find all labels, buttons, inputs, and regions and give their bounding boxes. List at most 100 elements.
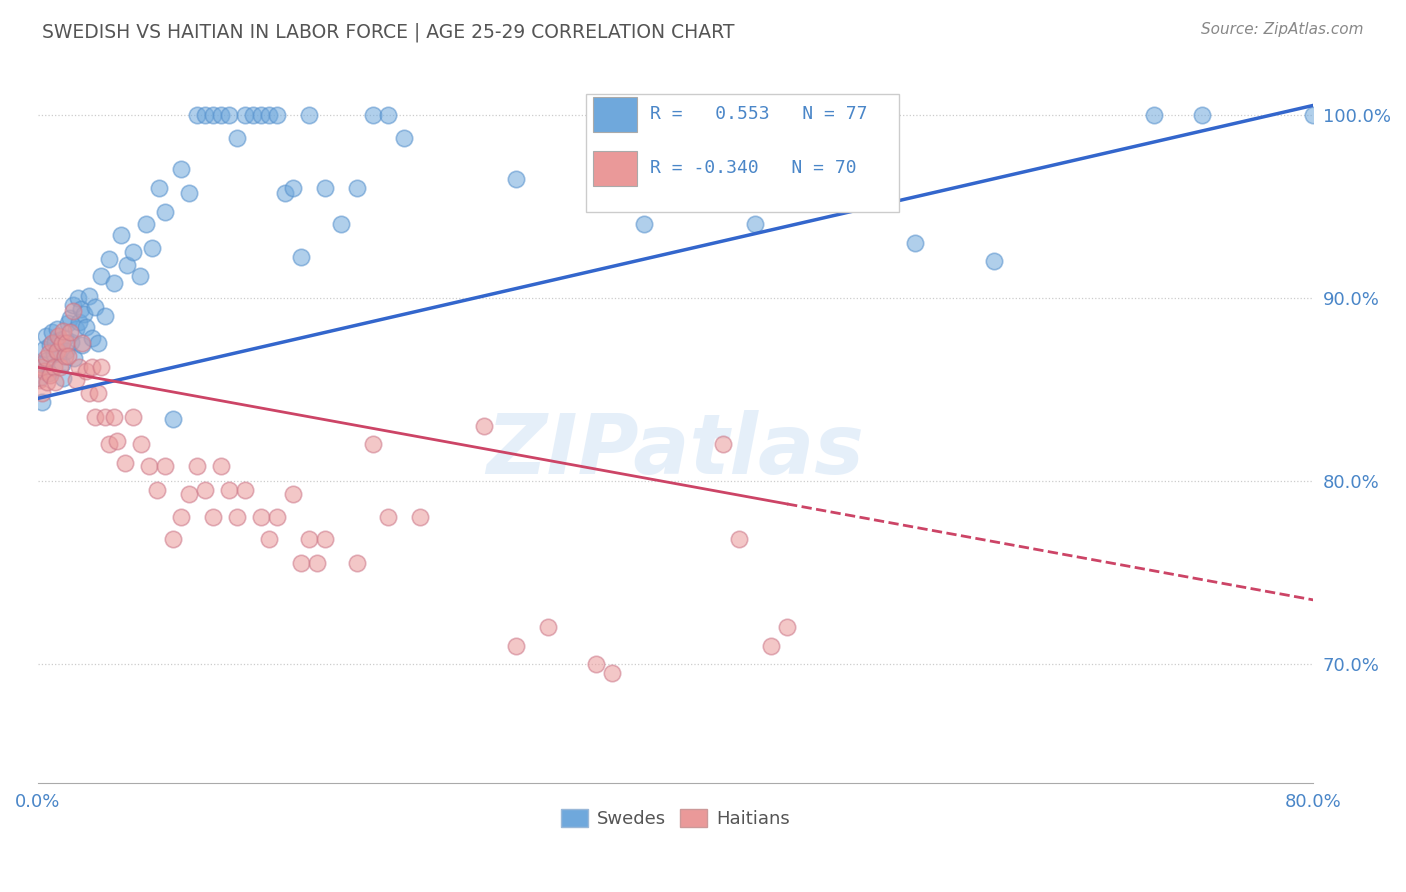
Point	[93, 309, 115, 323]
Point	[186, 107, 208, 121]
Point	[122, 409, 145, 424]
Point	[48, 345, 70, 359]
Point	[110, 228, 132, 243]
Point	[472, 418, 495, 433]
Point	[58, 326, 80, 340]
Point	[37, 375, 59, 389]
Point	[38, 345, 60, 359]
Point	[266, 107, 288, 121]
Point	[409, 510, 432, 524]
Point	[505, 639, 527, 653]
Point	[394, 131, 416, 145]
Point	[131, 437, 153, 451]
Point	[776, 620, 799, 634]
Point	[98, 437, 121, 451]
Point	[346, 556, 368, 570]
Point	[38, 366, 60, 380]
Point	[329, 218, 352, 232]
Point	[1143, 107, 1166, 121]
Point	[34, 329, 56, 343]
Point	[77, 289, 100, 303]
Point	[1302, 107, 1324, 121]
Point	[257, 107, 280, 121]
Point	[537, 620, 560, 634]
Point	[69, 301, 91, 316]
Point	[194, 107, 217, 121]
Point	[290, 251, 312, 265]
Point	[75, 364, 97, 378]
Point	[242, 107, 264, 121]
Point	[84, 409, 107, 424]
Point	[98, 252, 121, 267]
Point	[30, 357, 52, 371]
Point	[505, 171, 527, 186]
Point	[77, 386, 100, 401]
Point	[53, 331, 76, 345]
Point	[65, 373, 87, 387]
Point	[45, 343, 67, 358]
Point	[37, 353, 59, 368]
Point	[49, 360, 72, 375]
Point	[759, 639, 782, 653]
Point	[56, 349, 79, 363]
Point	[138, 459, 160, 474]
Point	[107, 434, 129, 448]
Point	[711, 437, 734, 451]
FancyBboxPatch shape	[586, 95, 898, 211]
Point	[65, 322, 87, 336]
Point	[305, 556, 328, 570]
Point	[361, 437, 384, 451]
Point	[128, 268, 150, 283]
Point	[179, 186, 201, 201]
Point	[73, 307, 96, 321]
Point	[55, 343, 77, 358]
Point	[84, 300, 107, 314]
Point	[90, 268, 112, 283]
Text: R = -0.340   N = 70: R = -0.340 N = 70	[650, 159, 856, 178]
Point	[146, 483, 169, 497]
Point	[274, 186, 297, 201]
Point	[202, 510, 225, 524]
Point	[90, 360, 112, 375]
Point	[218, 107, 240, 121]
Point	[72, 338, 94, 352]
Point	[346, 181, 368, 195]
Point	[103, 276, 125, 290]
Point	[30, 360, 52, 375]
Point	[377, 107, 399, 121]
Point	[281, 181, 304, 195]
Point	[51, 357, 73, 371]
Point	[32, 342, 55, 356]
Point	[162, 533, 184, 547]
Point	[32, 364, 55, 378]
Point	[39, 368, 62, 382]
Point	[44, 375, 66, 389]
Point	[290, 556, 312, 570]
Point	[53, 349, 76, 363]
Point	[55, 336, 77, 351]
Point	[361, 107, 384, 121]
Point	[194, 483, 217, 497]
Point	[62, 303, 84, 318]
Point	[148, 181, 170, 195]
Point	[31, 386, 53, 401]
Point	[298, 533, 321, 547]
Text: R =   0.553   N = 77: R = 0.553 N = 77	[650, 105, 868, 123]
Point	[170, 510, 193, 524]
Point	[49, 333, 72, 347]
Point	[45, 322, 67, 336]
Point	[266, 510, 288, 524]
Point	[585, 657, 607, 671]
Point	[41, 336, 63, 351]
Point	[42, 360, 65, 375]
Point	[115, 258, 138, 272]
Point	[202, 107, 225, 121]
Point	[31, 395, 53, 409]
Point	[170, 162, 193, 177]
Point	[66, 291, 89, 305]
Point	[63, 351, 86, 365]
Point	[298, 107, 321, 121]
Point	[600, 666, 623, 681]
Point	[226, 131, 249, 145]
Point	[87, 336, 110, 351]
